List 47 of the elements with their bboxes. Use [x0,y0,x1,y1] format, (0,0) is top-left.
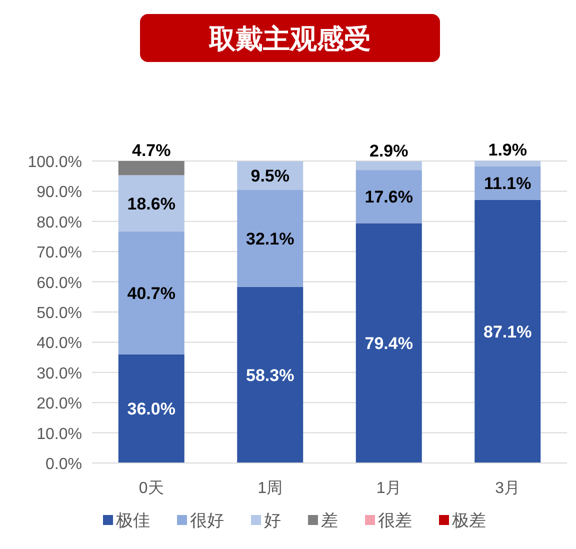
title: 取戴主观感受 [140,14,440,62]
bar [356,170,422,224]
data-label: 11.1% [484,174,532,194]
chart-title: 取戴主观感受 [208,24,371,54]
y-tick-label: 50.0% [36,305,82,322]
y-tick-label: 70.0% [36,244,82,262]
bar [118,231,184,354]
y-tick-label: 0.0% [46,456,82,473]
bar [118,175,184,232]
y-tick-label: 100.0% [28,154,82,171]
y-tick-label: 90.0% [36,184,82,202]
bar [474,200,541,463]
data-label: 40.7% [127,284,176,303]
data-label: 79.4% [364,334,413,354]
legend-label: 很差 [378,511,412,530]
data-label: 4.7% [132,141,171,160]
x-tick-label: 1月 [376,480,402,497]
y-tick-label: 10.0% [36,426,82,443]
data-label: 32.1% [246,229,294,248]
legend-label: 很好 [190,511,224,530]
data-label: 18.6% [127,194,176,214]
x-tick-label: 0天 [138,480,164,497]
x-tick-label: 3月 [495,480,520,497]
data-label: 36.0% [127,400,176,419]
bar [118,354,184,463]
legend-label: 极佳 [115,511,150,530]
y-tick-label: 20.0% [36,396,82,413]
data-label: 2.9% [370,141,408,160]
bar [356,223,422,463]
data-label: 87.1% [484,322,532,342]
data-label: 58.3% [246,366,294,385]
legend-label: 好 [264,511,281,530]
data-label: 9.5% [250,166,290,186]
y-tick-label: 80.0% [36,214,82,232]
y-tick-label: 40.0% [36,335,82,352]
legend-label: 差 [321,511,338,530]
bar [356,161,422,170]
y-tick-label: 60.0% [36,274,82,292]
x-tick-label: 1周 [258,480,283,497]
bar [237,190,304,287]
y-tick-label: 30.0% [36,365,82,382]
bar [474,160,541,166]
data-label: 17.6% [364,188,413,207]
legend-label: 极差 [451,511,486,530]
bar [118,161,184,176]
bar [237,286,304,463]
data-label: 1.9% [488,140,527,160]
